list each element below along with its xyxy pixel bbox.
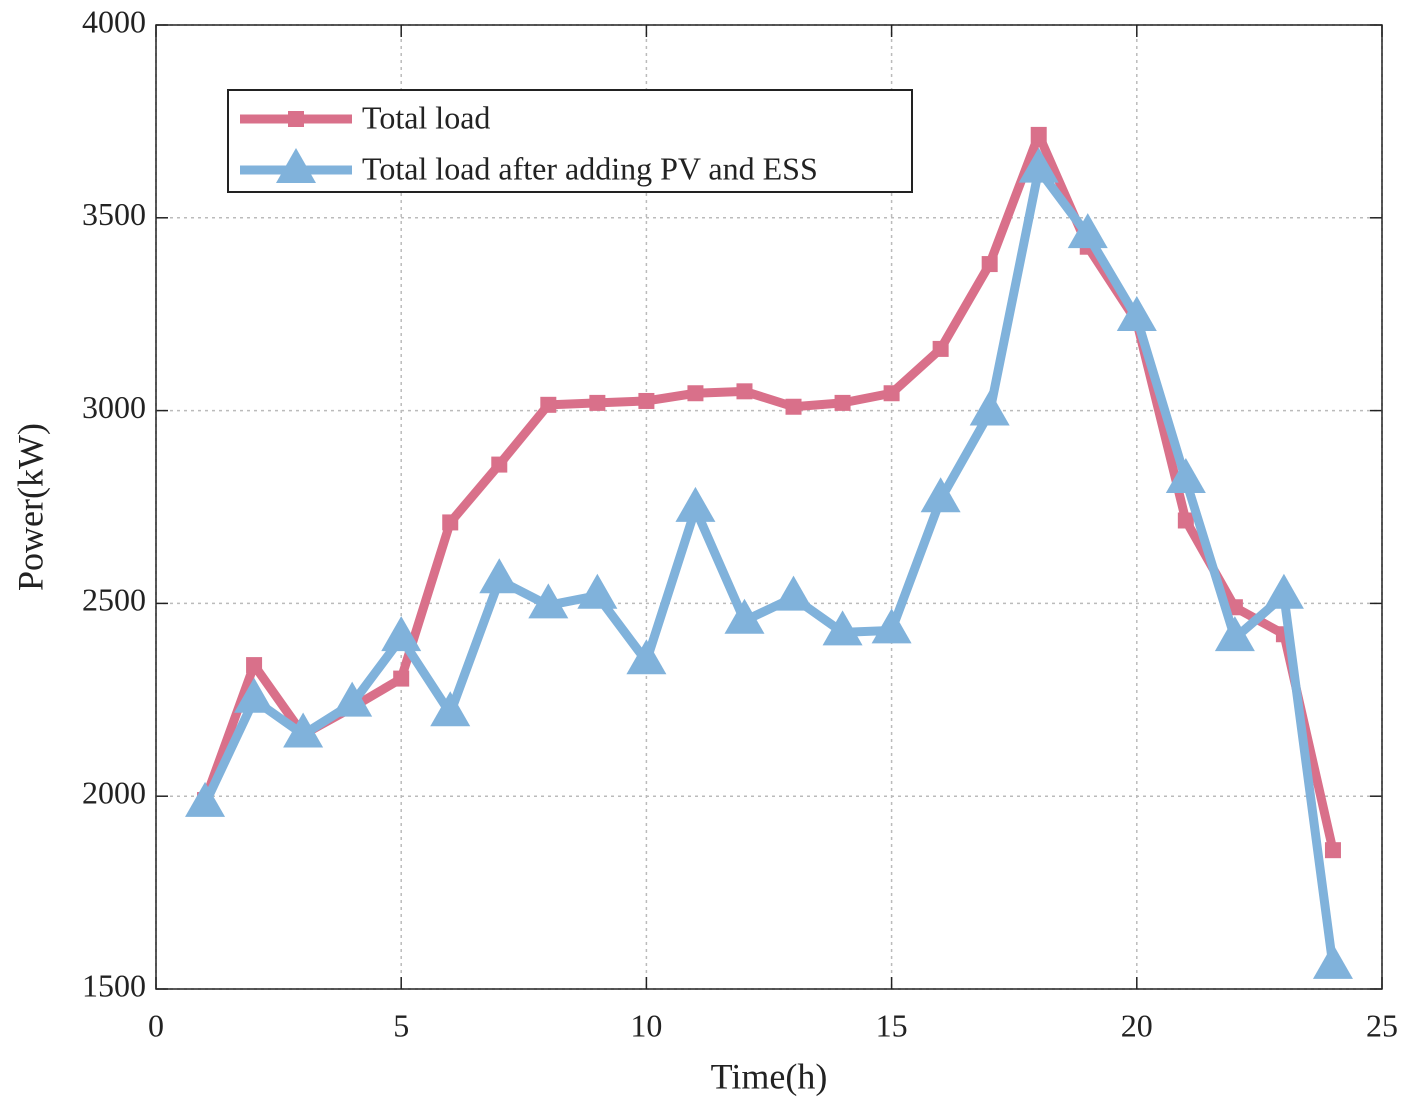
marker xyxy=(1165,458,1206,494)
marker xyxy=(589,394,606,411)
y-tick-label: 2000 xyxy=(82,775,146,811)
marker xyxy=(920,477,961,513)
marker xyxy=(283,712,324,748)
x-axis-label: Time(h) xyxy=(711,1056,828,1096)
marker xyxy=(626,639,667,675)
plot-frame xyxy=(155,24,1383,990)
y-tick-label: 3000 xyxy=(82,389,146,425)
legend-box xyxy=(227,89,913,193)
marker xyxy=(1214,616,1255,652)
marker xyxy=(381,616,422,652)
x-tick-label: 20 xyxy=(1121,1007,1153,1043)
x-tick-label: 25 xyxy=(1366,1007,1398,1043)
y-tick-label: 2500 xyxy=(82,582,146,618)
marker xyxy=(246,657,263,674)
marker xyxy=(969,390,1010,426)
marker xyxy=(871,608,912,644)
marker xyxy=(185,781,226,817)
marker xyxy=(479,558,520,594)
marker xyxy=(491,456,508,473)
marker xyxy=(1177,512,1194,529)
legend-label: Total load xyxy=(362,99,490,135)
y-tick-label: 3500 xyxy=(82,196,146,232)
y-axis-label: Power(kW) xyxy=(10,423,50,591)
marker xyxy=(675,486,716,522)
marker xyxy=(430,691,471,727)
y-tick-label: 1500 xyxy=(82,967,146,1003)
marker xyxy=(1312,943,1353,979)
marker xyxy=(1116,296,1157,332)
marker xyxy=(822,610,863,646)
marker xyxy=(1263,573,1304,609)
marker xyxy=(1030,126,1047,143)
marker xyxy=(638,392,655,409)
marker xyxy=(773,575,814,611)
x-tick-label: 0 xyxy=(148,1007,164,1043)
marker xyxy=(276,148,316,183)
marker xyxy=(736,383,753,400)
marker xyxy=(577,573,618,609)
marker xyxy=(1018,147,1059,183)
x-tick-label: 15 xyxy=(876,1007,908,1043)
marker xyxy=(687,385,704,402)
marker xyxy=(540,396,557,413)
legend-label: Total load after adding PV and ESS xyxy=(362,150,818,186)
marker xyxy=(724,598,765,634)
marker xyxy=(981,256,998,273)
marker xyxy=(1067,213,1108,249)
marker xyxy=(528,583,569,619)
series-line xyxy=(200,130,1338,852)
x-tick-label: 5 xyxy=(393,1007,409,1043)
marker xyxy=(234,677,275,713)
marker xyxy=(932,340,949,357)
x-tick-label: 10 xyxy=(630,1007,662,1043)
marker xyxy=(288,111,304,127)
marker xyxy=(1324,842,1341,859)
marker xyxy=(442,514,459,531)
y-tick-label: 4000 xyxy=(82,3,146,39)
marker xyxy=(332,681,373,717)
marker xyxy=(785,398,802,415)
marker xyxy=(393,670,410,687)
series-line xyxy=(200,165,1338,967)
marker xyxy=(834,394,851,411)
marker xyxy=(883,385,900,402)
